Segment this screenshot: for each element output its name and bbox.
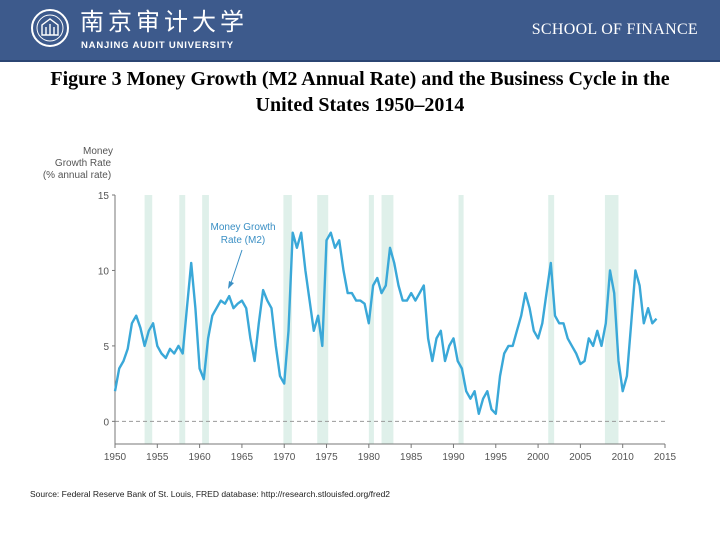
y-tick-label-5: 5: [103, 342, 109, 353]
annotation-line-2: Rate (M2): [221, 235, 265, 246]
recession-band-2: [179, 195, 186, 444]
x-tick-label-1955: 1955: [146, 452, 169, 463]
recession-band-8: [458, 195, 464, 444]
source-note: Source: Federal Reserve Bank of St. Loui…: [30, 489, 391, 499]
recession-band-7: [381, 195, 394, 444]
x-tick-label-1990: 1990: [442, 452, 465, 463]
y-axis-label-line-3: (% annual rate): [43, 170, 111, 181]
x-tick-label-2010: 2010: [612, 452, 635, 463]
x-tick-label-1970: 1970: [273, 452, 296, 463]
recession-band-1: [144, 195, 153, 444]
axes: [114, 195, 665, 445]
recession-band-9: [548, 195, 555, 444]
x-tick-label-1980: 1980: [358, 452, 381, 463]
x-tick-label-2000: 2000: [527, 452, 550, 463]
recession-band-4: [283, 195, 292, 444]
y-tick-label-15: 15: [98, 191, 110, 202]
y-axis-label: Money Growth Rate (% annual rate): [43, 146, 113, 181]
university-name-chinese: 南京审计大学: [80, 8, 248, 36]
series-annotation: Money Growth Rate (M2): [210, 222, 276, 289]
x-ticks: 1950 1955 1960 1965 1970 1975 1980 1985 1990 1995…: [104, 444, 677, 463]
x-tick-label-2015: 2015: [654, 452, 677, 463]
header-banner: [0, 0, 720, 62]
y-tick-label-0: 0: [103, 417, 109, 428]
recession-shading: [144, 195, 619, 444]
x-tick-label-1965: 1965: [231, 452, 254, 463]
x-tick-label-1985: 1985: [400, 452, 423, 463]
recession-band-6: [368, 195, 374, 444]
annotation-arrow-head: [228, 281, 234, 289]
school-name: SCHOOL OF FINANCE: [531, 21, 698, 38]
annotation-arrow-line: [230, 249, 243, 284]
university-seal-icon: [31, 9, 69, 47]
x-tick-label-1950: 1950: [104, 452, 127, 463]
y-axis-label-line-2: Growth Rate: [55, 158, 112, 169]
figure-title: Figure 3 Money Growth (M2 Annual Rate) a…: [50, 68, 670, 116]
annotation-line-1: Money Growth: [210, 222, 275, 233]
x-tick-label-1995: 1995: [485, 452, 508, 463]
header-rule: [0, 60, 720, 62]
university-name-english: NANJING AUDIT UNIVERSITY: [81, 40, 234, 51]
x-tick-label-2005: 2005: [569, 452, 592, 463]
y-tick-label-10: 10: [98, 266, 110, 277]
y-axis-label-line-1: Money: [83, 146, 113, 157]
x-tick-label-1975: 1975: [315, 452, 338, 463]
recession-band-3: [202, 195, 209, 444]
x-tick-label-1960: 1960: [188, 452, 211, 463]
y-ticks: 0 5 10 15: [98, 191, 115, 428]
m2-growth-series-line: [113, 231, 658, 415]
recession-band-10: [604, 195, 619, 444]
